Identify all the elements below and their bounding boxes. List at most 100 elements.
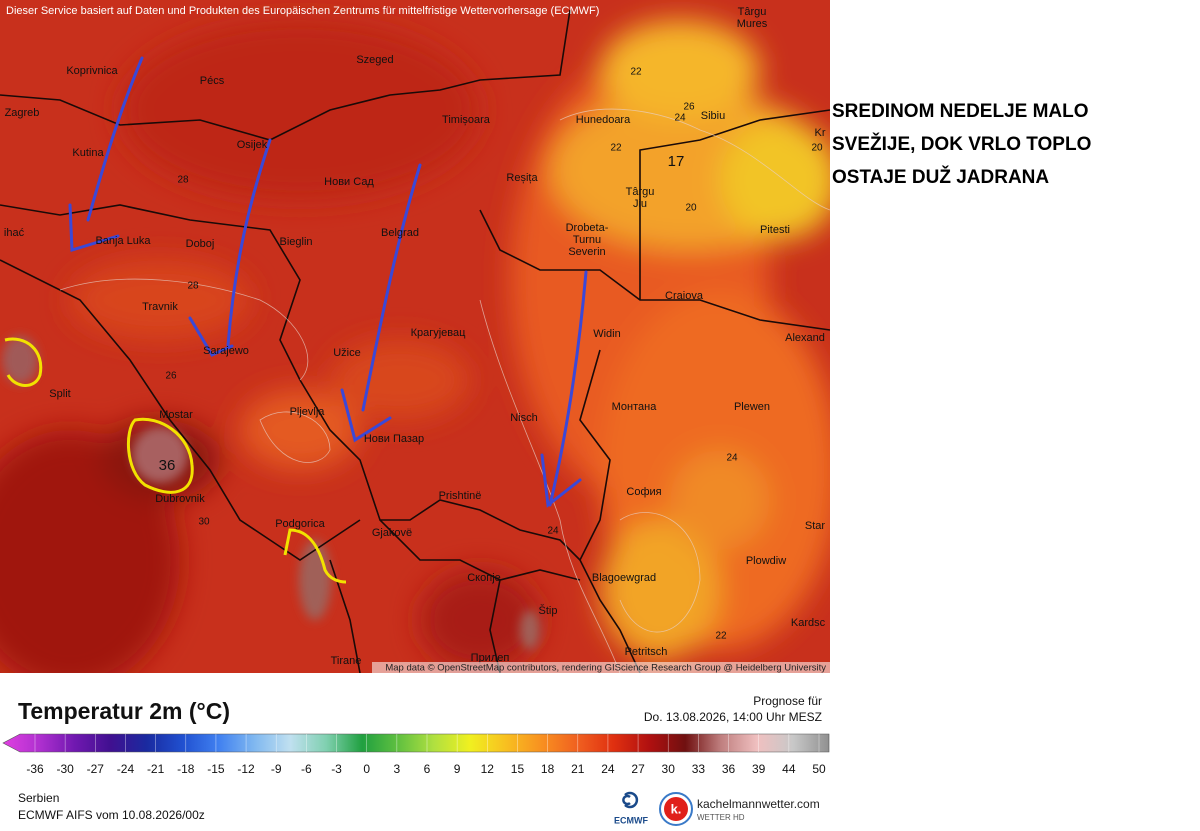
city-label: Doboj: [186, 238, 215, 250]
brand-logo: [664, 797, 688, 821]
city-label: Podgorica: [275, 518, 325, 530]
city-label: Szeged: [356, 54, 393, 66]
city-label: Târgu: [626, 186, 655, 198]
contour-label: 22: [715, 631, 727, 642]
city-label: Dubrovnik: [155, 493, 205, 505]
contour-label: 24: [726, 453, 738, 464]
ecmwf-text: ECMWF: [614, 815, 648, 825]
city-label: Нови Сад: [324, 176, 374, 188]
city-label: Banja Luka: [95, 235, 151, 247]
colorbar-tick-label: 36: [722, 762, 736, 776]
city-label: ihać: [4, 227, 25, 239]
city-label: Zagreb: [5, 107, 40, 119]
contour-label: 24: [547, 526, 559, 537]
colorbar-tick-label: 44: [782, 762, 796, 776]
city-label: Bieglin: [279, 236, 312, 248]
city-label: Нови Пазар: [364, 433, 424, 445]
annotation-line: SREDINOM NEDELJE MALO: [832, 101, 1089, 122]
city-label: Severin: [568, 246, 605, 258]
colorbar: [2, 733, 830, 753]
colorbar-tick-label: -15: [207, 762, 225, 776]
contour-label: 24: [674, 113, 686, 124]
colorbar-tick-label: 0: [363, 762, 370, 776]
contour-label: 26: [683, 102, 695, 113]
colorbar-tick-label: 9: [454, 762, 461, 776]
city-label: Alexand: [785, 332, 825, 344]
arrows: [68, 56, 588, 508]
city-label: Sibiu: [701, 110, 725, 122]
ecmwf-icon: [622, 791, 639, 809]
colorbar-tick-label: -9: [271, 762, 282, 776]
colorbar-tick-label: 15: [511, 762, 525, 776]
colorbar-tick-label: 21: [571, 762, 585, 776]
forecast-label: Prognose für: [753, 694, 822, 708]
contour-label: 36: [159, 457, 176, 474]
city-label: Drobeta-: [566, 222, 609, 234]
city-labels: TârguMuresKoprivnicaPécsSzegedZagrebTimi…: [4, 6, 826, 667]
city-label: Split: [49, 388, 70, 400]
annotation-line: OSTAJE DUŽ JADRANA: [832, 166, 1049, 188]
city-label: Монтана: [612, 401, 658, 413]
city-label: Petritsch: [625, 646, 668, 658]
contour-label: 17: [668, 153, 685, 170]
city-label: Kr: [815, 127, 826, 139]
city-label: Craiova: [665, 290, 704, 302]
colorbar-tick-label: 30: [662, 762, 676, 776]
colorbar-tick-label: 18: [541, 762, 555, 776]
colorbar-tick-label: -18: [177, 762, 195, 776]
forecast-datetime: Do. 13.08.2026, 14:00 Uhr MESZ: [644, 710, 822, 724]
city-label: Jiu: [633, 198, 647, 210]
city-label: Târgu: [738, 6, 767, 18]
colorbar-tick-label: -6: [301, 762, 312, 776]
contour-label: 20: [811, 143, 823, 154]
city-label: Mostar: [159, 409, 193, 421]
legend-title: Temperatur 2m (°C): [18, 698, 230, 724]
attribution: Map data © OpenStreetMap contributors, r…: [385, 663, 826, 673]
city-label: Koprivnica: [66, 65, 118, 77]
colorbar-tick-label: -24: [117, 762, 135, 776]
colorbar-tick-label: -30: [56, 762, 74, 776]
notice: Dieser Service basiert auf Daten und Pro…: [6, 5, 599, 17]
colorbar-tick-label: -27: [87, 762, 105, 776]
city-label: Star: [805, 520, 826, 532]
city-label: Užice: [333, 347, 361, 359]
colorbar-tick-label: 6: [424, 762, 431, 776]
legend: Temperatur 2m (°C) Prognose für Do. 13.0…: [2, 694, 830, 826]
brand: kachelmannwetter.com: [697, 797, 820, 811]
city-label: Sarajewo: [203, 345, 249, 357]
city-label: Osijek: [237, 139, 268, 151]
city-label: Gjakovë: [372, 527, 412, 539]
city-label: София: [626, 486, 661, 498]
borders: [0, 9, 830, 673]
city-label: Pécs: [200, 75, 225, 87]
city-label: Štip: [539, 604, 558, 617]
city-label: Turnu: [573, 234, 601, 246]
city-label: Widin: [593, 328, 621, 340]
colorbar-tick-label: -12: [237, 762, 255, 776]
city-label: Kutina: [72, 147, 104, 159]
contour-label: 28: [187, 281, 199, 292]
contours: [59, 108, 830, 673]
city-label: Hunedoara: [576, 114, 631, 126]
contour-label: 22: [630, 67, 642, 78]
city-label: Mures: [737, 18, 768, 30]
city-label: Kardsc: [791, 617, 826, 629]
colorbar-tick-label: 50: [812, 762, 826, 776]
colorbar-tick-label: -3: [331, 762, 342, 776]
city-label: Reșița: [506, 172, 538, 184]
colorbar-tick-label: 27: [631, 762, 645, 776]
brand-sub: WETTER HD: [697, 813, 745, 822]
brand-logo-text: k.: [671, 801, 682, 816]
region: Serbien: [18, 791, 59, 805]
contour-label: 22: [610, 143, 622, 154]
city-label: Timișoara: [442, 114, 491, 126]
city-label: Plewen: [734, 401, 770, 413]
contour-label: 30: [198, 517, 210, 528]
colorbar-tick-label: 33: [692, 762, 706, 776]
contour-label: 20: [685, 203, 697, 214]
annotation-line: SVEŽIJE, DOK VRLO TOPLO: [832, 133, 1091, 155]
model-run: ECMWF AIFS vom 10.08.2026/00z: [18, 808, 205, 822]
colorbar-tick-label: 39: [752, 762, 766, 776]
